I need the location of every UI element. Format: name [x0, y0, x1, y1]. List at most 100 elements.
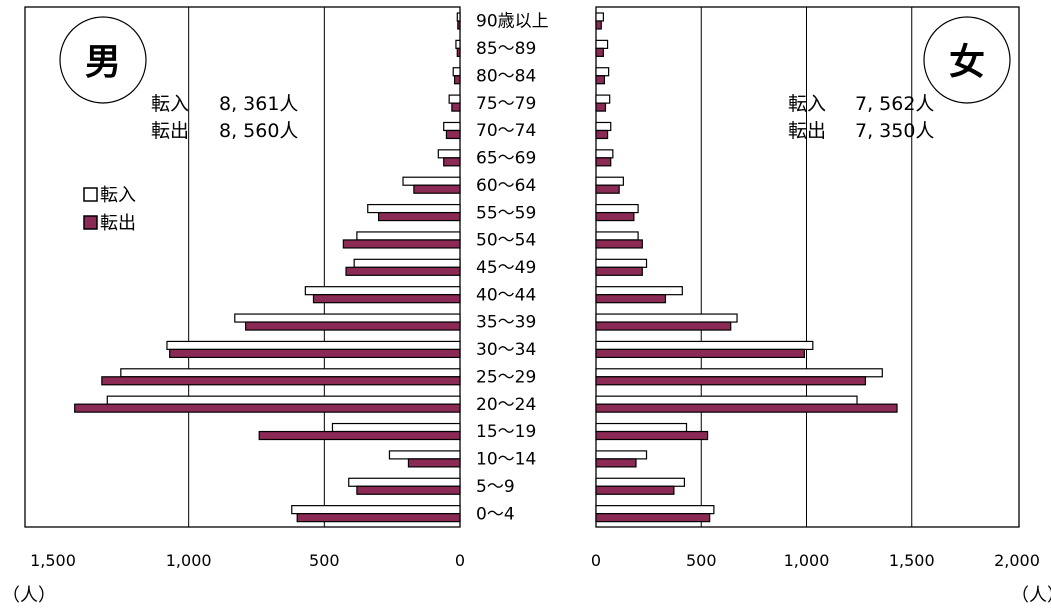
- right-bar-in: [595, 313, 738, 323]
- left-bar-out: [345, 266, 461, 276]
- male-out-label: 転出: [151, 120, 189, 142]
- left-bar-in: [348, 477, 461, 487]
- right-bar-out: [595, 513, 711, 523]
- left-bar-in: [353, 258, 461, 268]
- left-bar-out: [453, 75, 461, 85]
- unit-label-left: （人）: [2, 585, 56, 606]
- female-totals: 転入 7, 562人 転出 7, 350人: [788, 93, 934, 142]
- right-bar-in: [595, 258, 648, 268]
- female-in-value: 7, 562人: [855, 93, 934, 115]
- right-bar-out: [595, 184, 620, 194]
- right-bar-in: [595, 422, 688, 433]
- male-totals: 転入 8, 361人 転出 8, 560人: [151, 93, 298, 142]
- left-bar-out: [312, 294, 461, 304]
- left-bar-out: [413, 184, 461, 194]
- left-bar-out: [245, 321, 461, 331]
- age-group-label: 15～19: [476, 422, 536, 442]
- left-bar-out: [296, 513, 461, 523]
- right-bar-out: [595, 348, 805, 359]
- male-badge: 男: [59, 16, 147, 104]
- age-group-label: 55～59: [476, 203, 536, 223]
- legend-out-swatch: [83, 215, 98, 230]
- right-bar-out: [595, 157, 612, 167]
- right-bar-in: [595, 12, 604, 22]
- right-bar-out: [595, 211, 635, 222]
- left-bar-in: [106, 395, 461, 405]
- right-tick-label: 500: [686, 551, 717, 570]
- left-bar-in: [388, 450, 461, 460]
- legend-out-label: 転出: [100, 213, 136, 234]
- left-bar-out: [443, 157, 461, 167]
- left-bar-in: [452, 67, 461, 77]
- left-bar-out: [101, 376, 461, 386]
- right-bar-in: [595, 67, 610, 77]
- right-bar-out: [595, 321, 732, 331]
- left-bar-in: [367, 203, 461, 214]
- age-group-label: 65～69: [476, 149, 536, 169]
- right-bar-in: [595, 340, 814, 351]
- age-group-label: 45～49: [476, 258, 536, 278]
- left-bar-out: [378, 211, 461, 222]
- left-bar-out: [356, 485, 461, 495]
- right-bar-in: [595, 203, 639, 214]
- legend-in-swatch: [83, 187, 98, 202]
- left-tick-label: 500: [309, 551, 340, 570]
- legend: 転入 転出: [83, 185, 136, 234]
- female-label: 女: [949, 42, 985, 83]
- age-group-label: 60～64: [476, 176, 536, 196]
- age-group-label: 80～84: [476, 66, 536, 86]
- left-tick-label: 1,500: [30, 551, 76, 570]
- right-bar-out: [595, 102, 607, 112]
- right-bar-out: [595, 485, 675, 495]
- right-bar-out: [595, 294, 667, 304]
- female-in-label: 転入: [788, 93, 826, 115]
- left-bar-out: [258, 430, 461, 441]
- age-group-label: 20～24: [476, 395, 536, 415]
- age-group-label: 75～79: [476, 94, 536, 114]
- right-bar-out: [595, 430, 709, 441]
- right-bar-in: [595, 368, 883, 378]
- age-group-label: 40～44: [476, 285, 536, 305]
- left-bar-out: [169, 348, 461, 359]
- left-bar-in: [166, 340, 461, 351]
- male-in-value: 8, 361人: [219, 93, 298, 115]
- right-bar-in: [595, 450, 648, 460]
- female-panel: 0 500 1,000 1,500 2,000: [591, 6, 1040, 570]
- age-group-label: 50～54: [476, 231, 536, 251]
- left-bar-in: [448, 94, 461, 104]
- right-bar-in: [595, 395, 858, 405]
- right-bar-in: [595, 176, 624, 186]
- age-group-label: 30～34: [476, 340, 536, 360]
- left-bar-in: [120, 368, 461, 378]
- left-bar-in: [402, 176, 461, 186]
- left-bar-in: [331, 422, 461, 433]
- right-bar-out: [595, 458, 637, 468]
- right-bar-out: [595, 20, 602, 30]
- female-out-label: 転出: [788, 120, 826, 142]
- age-group-label: 85～89: [476, 39, 536, 59]
- left-bar-in: [304, 286, 461, 296]
- age-group-label: 0～4: [476, 504, 515, 524]
- age-group-label: 35～39: [476, 313, 536, 333]
- right-bar-out: [595, 403, 898, 413]
- right-tick-label: 1,500: [889, 551, 935, 570]
- left-bar-out: [445, 129, 461, 140]
- right-bar-in: [595, 231, 639, 241]
- age-group-label: 90歳以上: [476, 12, 549, 32]
- male-out-value: 8, 560人: [219, 120, 298, 142]
- male-label: 男: [85, 42, 121, 83]
- legend-in-label: 転入: [100, 185, 136, 206]
- right-bar-in: [595, 477, 686, 487]
- left-bar-in: [443, 121, 461, 132]
- right-tick-label: 1,000: [784, 551, 830, 570]
- right-bar-in: [595, 39, 609, 49]
- right-bar-out: [595, 239, 643, 249]
- left-bar-out: [407, 458, 461, 468]
- left-bar-in: [455, 39, 461, 49]
- left-bar-out: [457, 20, 461, 30]
- left-bar-out: [74, 403, 461, 413]
- female-out-value: 7, 350人: [855, 120, 934, 142]
- left-bar-in: [437, 149, 461, 159]
- right-tick-label: 0: [591, 551, 601, 570]
